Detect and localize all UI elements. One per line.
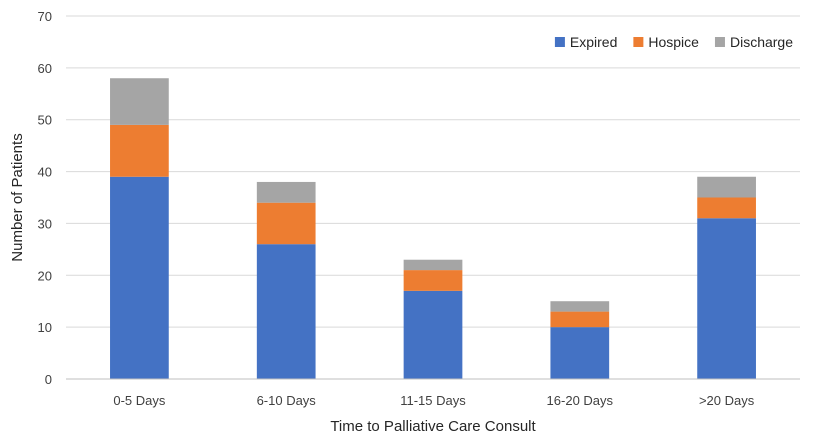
y-tick-label: 30 bbox=[38, 216, 52, 231]
y-axis-ticks: 0 10 20 30 40 50 60 70 bbox=[38, 9, 52, 387]
x-axis-ticks: 0-5 Days 6-10 Days 11-15 Days 16-20 Days >20… bbox=[113, 393, 754, 408]
legend-label: Expired bbox=[570, 34, 617, 50]
x-tick-label: 16-20 Days bbox=[547, 393, 614, 408]
legend-swatch bbox=[714, 37, 725, 47]
bar-segment-hospice bbox=[256, 202, 316, 245]
y-tick-label: 70 bbox=[38, 9, 52, 24]
bar-segment-expired bbox=[110, 176, 169, 379]
x-tick-label: 11-15 Days bbox=[400, 393, 466, 408]
bar-segment-hospice bbox=[550, 311, 610, 328]
bar-segment-hospice bbox=[110, 124, 169, 177]
gridlines bbox=[66, 15, 800, 328]
legend-label: Hospice bbox=[648, 34, 699, 50]
y-tick-label: 40 bbox=[38, 165, 52, 180]
bars bbox=[110, 78, 756, 379]
bar-segment-hospice bbox=[403, 270, 463, 291]
legend-swatch bbox=[633, 37, 644, 47]
y-axis-title: Number of Patients bbox=[9, 133, 26, 261]
bar-segment-expired bbox=[697, 218, 756, 379]
x-tick-label: >20 Days bbox=[699, 393, 755, 408]
bar-segment-expired bbox=[256, 244, 316, 379]
y-tick-label: 50 bbox=[38, 113, 52, 128]
x-axis-title: Time to Palliative Care Consult bbox=[330, 418, 536, 435]
bar-segment-discharge bbox=[550, 301, 610, 312]
y-tick-label: 60 bbox=[38, 61, 52, 76]
bar-segment-hospice bbox=[697, 197, 756, 219]
bar-segment-expired bbox=[403, 290, 463, 379]
x-tick-label: 0-5 Days bbox=[113, 393, 166, 408]
legend-label: Discharge bbox=[730, 34, 793, 50]
bar-segment-discharge bbox=[256, 181, 316, 203]
bar-segment-discharge bbox=[697, 176, 756, 198]
legend-swatch bbox=[554, 37, 565, 47]
legend: Discharge Hospice Expired bbox=[554, 34, 793, 50]
bar-segment-expired bbox=[550, 327, 610, 379]
y-tick-label: 0 bbox=[45, 372, 52, 387]
y-tick-label: 10 bbox=[38, 320, 52, 335]
bar-segment-discharge bbox=[403, 259, 463, 271]
y-tick-label: 20 bbox=[38, 268, 52, 283]
bar-segment-discharge bbox=[110, 78, 169, 125]
x-tick-label: 6-10 Days bbox=[257, 393, 317, 408]
